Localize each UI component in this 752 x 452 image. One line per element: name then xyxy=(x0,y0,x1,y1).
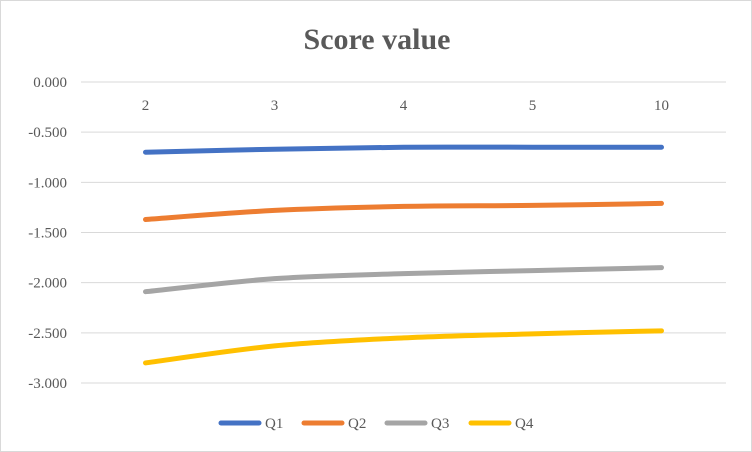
y-tick-label: -0.500 xyxy=(28,125,67,141)
x-tick-label: 4 xyxy=(400,98,408,114)
series-line-q1 xyxy=(143,144,664,155)
series-lines xyxy=(143,144,664,366)
chart-title: Score value xyxy=(304,23,451,56)
y-tick-label: -3.000 xyxy=(28,376,67,392)
y-axis-tick-labels: 0.000 -0.500 -1.000 -1.500 -2.000 -2.500 -3.00… xyxy=(28,75,67,392)
x-axis-tick-labels: 2 3 4 5 10 xyxy=(142,98,669,114)
x-tick-label: 3 xyxy=(271,98,279,114)
y-tick-label: -1.000 xyxy=(28,175,67,191)
series-line-q4 xyxy=(143,328,664,366)
x-tick-label: 5 xyxy=(529,98,537,114)
x-tick-label: 10 xyxy=(654,98,669,114)
y-tick-label: -1.500 xyxy=(28,226,67,242)
y-tick-label: -2.000 xyxy=(28,276,67,292)
series-line-q3 xyxy=(143,265,664,295)
y-tick-label: -2.500 xyxy=(28,326,67,342)
legend-label: Q3 xyxy=(431,416,449,432)
gridlines xyxy=(81,81,726,384)
legend-label: Q1 xyxy=(265,416,283,432)
x-tick-label: 2 xyxy=(142,98,150,114)
legend: Q1 Q2 Q3 Q4 xyxy=(218,416,534,432)
legend-label: Q4 xyxy=(515,416,534,432)
legend-label: Q2 xyxy=(348,416,366,432)
y-tick-label: 0.000 xyxy=(33,75,67,91)
series-line-q2 xyxy=(143,200,664,222)
